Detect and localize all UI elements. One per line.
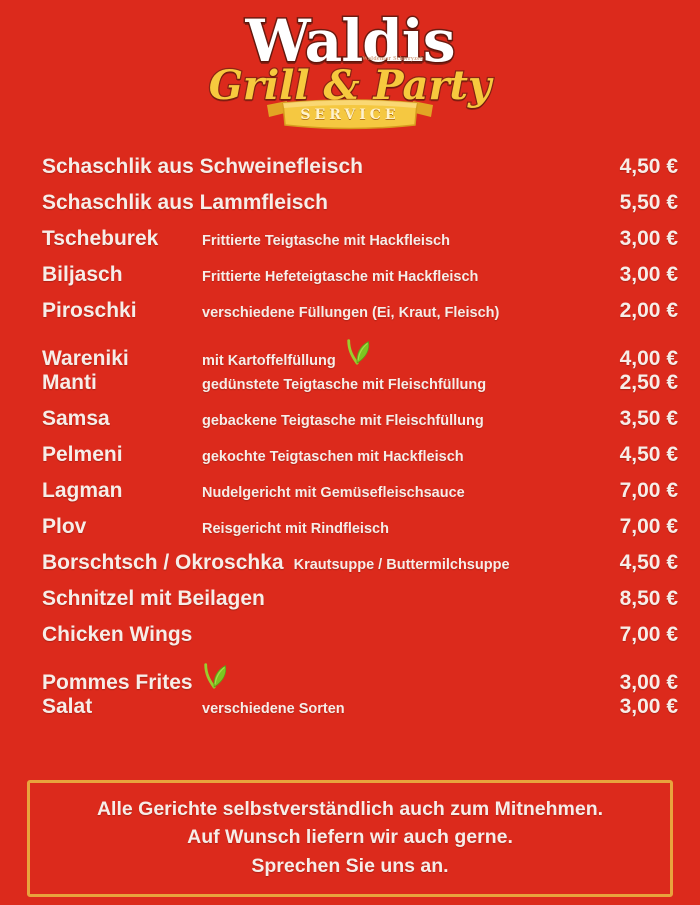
menu-item-price: 3,00 € [619, 671, 678, 695]
menu-item-name: Biljasch [42, 263, 123, 287]
brand-name: Waldis [244, 7, 457, 75]
menu-item-description: gedünstete Teigtasche mit Fleischfüllung [202, 377, 487, 394]
menu-item-row: Samsa gebackene Teigtasche mit Fleischfül… [42, 407, 678, 443]
menu-item-description: Frittierte Hefeteigtasche mit Hackfleisc… [202, 269, 479, 286]
menu-item-name: Plov [42, 515, 87, 539]
menu-item-name: Schaschlik aus Lammfleisch [42, 191, 328, 215]
menu-item-name: Pommes Frites [42, 671, 193, 695]
menu-item-row: Plov Reisgericht mit Rindfleisch 7,00 € [42, 515, 678, 551]
menu-item-name: Borschtsch / Okroschka [42, 551, 284, 575]
menu-item-price: 8,50 € [619, 587, 678, 611]
menu-item-price: 7,00 € [619, 515, 678, 539]
menu-item-name: Salat [42, 695, 93, 719]
menu-item-row: Salat verschiedene Sorten 3,00 € [42, 695, 678, 731]
menu-item-description: Krautsuppe / Buttermilchsuppe [293, 557, 510, 574]
menu-item-price: 7,00 € [619, 479, 678, 503]
menu-item-price: 2,50 € [619, 371, 678, 395]
menu-item-name: Schaschlik aus Schweinefleisch [42, 155, 363, 179]
vegetarian-leaf-icon [344, 335, 374, 365]
menu-item-price: 7,00 € [619, 623, 678, 647]
menu-list: Schaschlik aus Schweinefleisch 4,50 € Scha… [0, 155, 700, 731]
menu-item-description: Frittierte Teigtasche mit Hackfleisch [202, 233, 450, 250]
notice-line: Alle Gerichte selbstverständlich auch zu… [96, 798, 604, 821]
menu-item-row: Schnitzel mit Beilagen 8,50 € [42, 587, 678, 623]
menu-item-price: 4,50 € [619, 551, 678, 575]
takeaway-notice: Alle Gerichte selbstverständlich auch zu… [27, 780, 673, 897]
menu-item-price: 2,00 € [619, 299, 678, 323]
notice-line: Sprechen Sie uns an. [251, 854, 449, 877]
menu-item-description: verschiedene Füllungen (Ei, Kraut, Fleis… [202, 305, 500, 322]
menu-item-row: Wareniki mit Kartoffelfüllung 4,00 € [42, 335, 678, 371]
menu-item-name: Manti [42, 371, 97, 395]
menu-item-name: Tscheburek [42, 227, 159, 251]
menu-item-price: 3,00 € [619, 263, 678, 287]
menu-item-description: Nudelgericht mit Gemüsefleischsauce [202, 485, 465, 502]
brand-logo: Waldis Waldemar Schwryzeb Grill & Party … [0, 0, 700, 133]
ribbon-shape [267, 99, 433, 130]
menu-item-price: 3,50 € [619, 407, 678, 431]
menu-item-description: gebackene Teigtasche mit Fleischfüllung [202, 413, 484, 430]
menu-item-price: 3,00 € [619, 227, 678, 251]
menu-item-name: Samsa [42, 407, 110, 431]
ribbon-label: SERVICE [300, 107, 400, 124]
menu-item-description: verschiedene Sorten [202, 701, 345, 718]
vegetarian-leaf-icon [201, 659, 231, 689]
menu-item-row: Manti gedünstete Teigtasche mit Fleischfü… [42, 371, 678, 407]
menu-item-price: 5,50 € [619, 191, 678, 215]
menu-item-row: Chicken Wings 7,00 € [42, 623, 678, 659]
menu-item-description: mit Kartoffelfüllung [202, 353, 336, 370]
brand-tagline-small: Waldemar Schwryzeb [362, 56, 424, 62]
menu-item-row: Lagman Nudelgericht mit Gemüsefleischsauc… [42, 479, 678, 515]
menu-item-price: 4,50 € [619, 443, 678, 467]
menu-item-row: Schaschlik aus Schweinefleisch 4,50 € [42, 155, 678, 191]
menu-item-name: Lagman [42, 479, 123, 503]
menu-item-description: gekochte Teigtaschen mit Hackfleisch [202, 449, 464, 466]
menu-item-price: 4,50 € [619, 155, 678, 179]
menu-item-name: Chicken Wings [42, 623, 193, 647]
notice-line: Auf Wunsch liefern wir auch gerne. [187, 826, 513, 849]
menu-item-name: Pelmeni [42, 443, 123, 467]
menu-item-row: Piroschki verschiedene Füllungen (Ei, Kra… [42, 299, 678, 335]
menu-item-name: Wareniki [42, 347, 129, 371]
menu-item-row: Tscheburek Frittierte Teigtasche mit Hack… [42, 227, 678, 263]
menu-item-price: 4,00 € [619, 347, 678, 371]
menu-item-price: 3,00 € [619, 695, 678, 719]
menu-item-row: Pelmeni gekochte Teigtaschen mit Hackflei… [42, 443, 678, 479]
menu-item-row: Pommes Frites 3,00 € [42, 659, 678, 695]
service-ribbon: SERVICE [265, 99, 435, 133]
menu-item-row: Schaschlik aus Lammfleisch 5,50 € [42, 191, 678, 227]
menu-item-name: Schnitzel mit Beilagen [42, 587, 265, 611]
menu-item-row: Biljasch Frittierte Hefeteigtasche mit Ha… [42, 263, 678, 299]
menu-item-name: Piroschki [42, 299, 137, 323]
menu-item-row: Borschtsch / Okroschka Krautsuppe / Butte… [42, 551, 678, 587]
menu-item-description: Reisgericht mit Rindfleisch [202, 521, 389, 538]
